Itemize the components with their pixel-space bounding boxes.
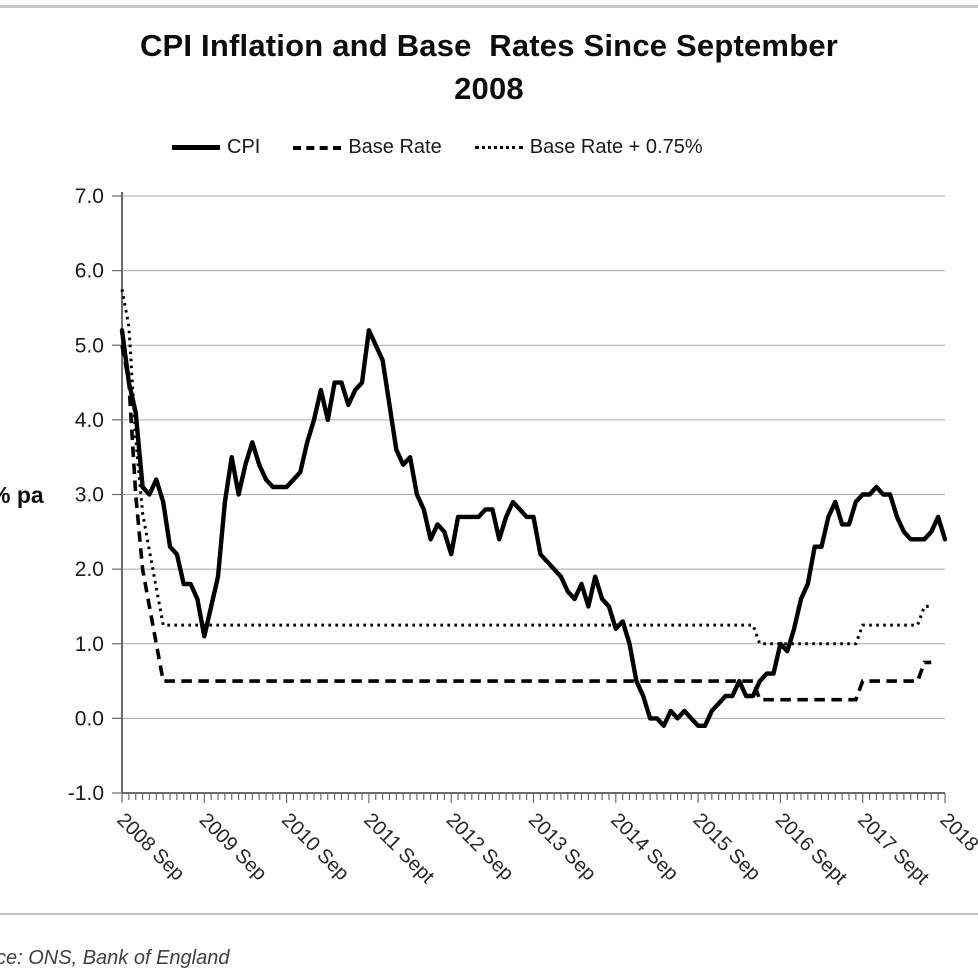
legend-item-cpi: CPI [172,136,260,159]
source-note: ce: ONS, Bank of England [0,947,230,969]
chart-title-line2: 2008 [454,71,524,106]
y-tick-label: 7.0 [75,185,104,208]
x-tick-label: 2010 Sep [277,809,353,885]
x-tick-label: 2018 [935,809,978,856]
x-tick-label: 2017 Sept [853,809,933,889]
y-tick-label: 1.0 [75,633,104,656]
x-tick-label: 2014 Sep [606,809,682,885]
chart-title: CPI Inflation and Base Rates Since Septe… [0,24,978,110]
legend-item-base-rate-plus: Base Rate + 0.75% [474,136,703,159]
dashed-line-sample-icon [293,145,342,150]
y-axis-ticks [112,195,122,794]
x-tick-label: 2009 Sep [195,809,271,885]
y-tick-label: 5.0 [75,334,104,357]
base-rate-line-series [120,344,932,702]
chart-title-line1: CPI Inflation and Base Rates Since Septe… [139,28,839,63]
y-axis-label: % pa [0,482,44,508]
chart-legend: CPI Base Rate Base Rate + 0.75% [172,136,703,159]
dotted-line-sample-icon [474,146,523,149]
x-tick-label: 2012 Sep [442,809,518,885]
y-tick-label: 3.0 [75,484,104,507]
x-tick-label: 2013 Sep [524,809,600,885]
bottom-divider [0,913,978,915]
legend-item-base-rate: Base Rate [293,136,442,159]
y-tick-label: -1.0 [68,782,104,805]
x-tick-label: 2015 Sep [689,809,765,885]
y-tick-label: 6.0 [75,260,104,283]
x-tick-label: 2011 Sept [359,809,438,888]
legend-label-cpi: CPI [227,136,261,158]
top-divider [0,5,978,8]
y-tick-labels: 7.0 6.0 5.0 4.0 3.0 2.0 1.0 0.0 -1.0 [68,185,104,805]
x-tick-labels: 2008 Sep 2009 Sep 2010 Sep 2011 Sept 2012 Se… [112,809,978,889]
y-tick-label: 4.0 [75,409,104,432]
x-tick-label: 2008 Sep [112,809,188,885]
legend-label-base-rate: Base Rate [348,136,442,158]
y-tick-label: 2.0 [75,558,104,581]
legend-label-base-rate-plus: Base Rate + 0.75% [529,136,703,158]
x-axis-ticks [121,793,946,803]
cpi-line-series [119,328,948,728]
x-tick-label: 2016 Sept [771,809,851,889]
y-tick-label: 0.0 [75,707,104,730]
solid-line-sample-icon [172,145,220,150]
base-rate-0-75-line-series [120,289,932,646]
